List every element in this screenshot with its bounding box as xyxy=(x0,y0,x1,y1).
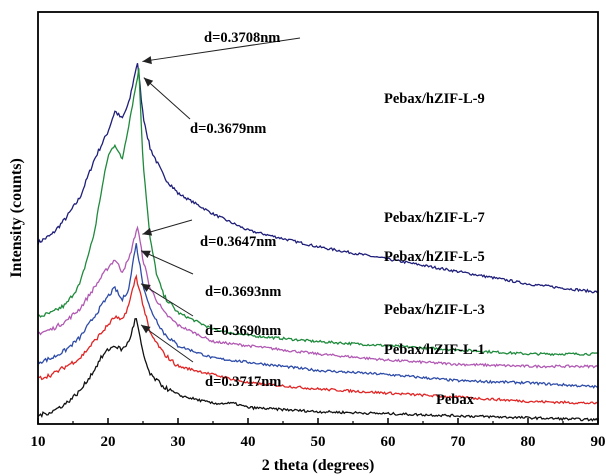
series-label: Pebax/hZIF-L-7 xyxy=(384,210,485,226)
series-line xyxy=(37,243,598,389)
y-axis-title: Intensity (counts) xyxy=(8,158,25,278)
arrow-head xyxy=(143,77,154,87)
x-tick-label: 90 xyxy=(591,434,606,450)
x-tick-label: 30 xyxy=(171,434,186,450)
series-label: Pebax/hZIF-L-3 xyxy=(384,302,485,318)
x-tick-label: 10 xyxy=(31,434,46,450)
x-axis-ticks: 10 20 30 40 50 60 70 80 90 xyxy=(31,418,606,450)
d-spacing-label: d=0.3708nm xyxy=(204,30,280,46)
plot-frame xyxy=(37,11,599,425)
series-label: Pebax/hZIF-L-9 xyxy=(384,91,485,107)
d-spacing-label: d=0.3693nm xyxy=(205,284,281,300)
annotation-arrow xyxy=(142,37,301,62)
annotation-arrows xyxy=(140,37,301,363)
series-line xyxy=(37,68,598,357)
series-label: Pebax/hZIF-L-1 xyxy=(384,342,485,358)
series-line xyxy=(37,318,598,422)
series-label: Pebax xyxy=(436,392,475,408)
series-label: Pebax/hZIF-L-5 xyxy=(384,249,485,265)
x-axis-title: 2 theta (degrees) xyxy=(262,457,375,474)
annotation-arrow xyxy=(143,77,191,120)
annotation-arrow xyxy=(140,324,194,363)
arrow-head xyxy=(141,324,151,334)
series-layer xyxy=(37,63,598,422)
x-tick-label: 70 xyxy=(451,434,466,450)
series-line xyxy=(37,63,598,294)
arrow-head xyxy=(141,250,151,259)
series-line xyxy=(37,273,598,405)
x-tick-label: 50 xyxy=(311,434,326,450)
arrow-head xyxy=(142,227,153,236)
annotation-arrow xyxy=(140,283,194,317)
d-spacing-label: d=0.3690nm xyxy=(205,323,281,339)
arrow-head xyxy=(141,283,151,292)
x-tick-label: 40 xyxy=(241,434,256,450)
d-spacing-label: d=0.3717nm xyxy=(205,374,281,390)
series-labels: Pebax/hZIF-L-9 d=0.3708nm Pebax/hZIF-L-7 d=… xyxy=(190,30,485,408)
d-spacing-label: d=0.3647nm xyxy=(200,234,276,250)
annotation-arrow xyxy=(140,250,194,275)
x-tick-label: 80 xyxy=(521,434,536,450)
x-tick-label: 60 xyxy=(381,434,396,450)
x-tick-label: 20 xyxy=(101,434,116,450)
arrow-head xyxy=(142,56,152,65)
d-spacing-label: d=0.3679nm xyxy=(190,121,266,137)
series-line xyxy=(37,225,598,369)
